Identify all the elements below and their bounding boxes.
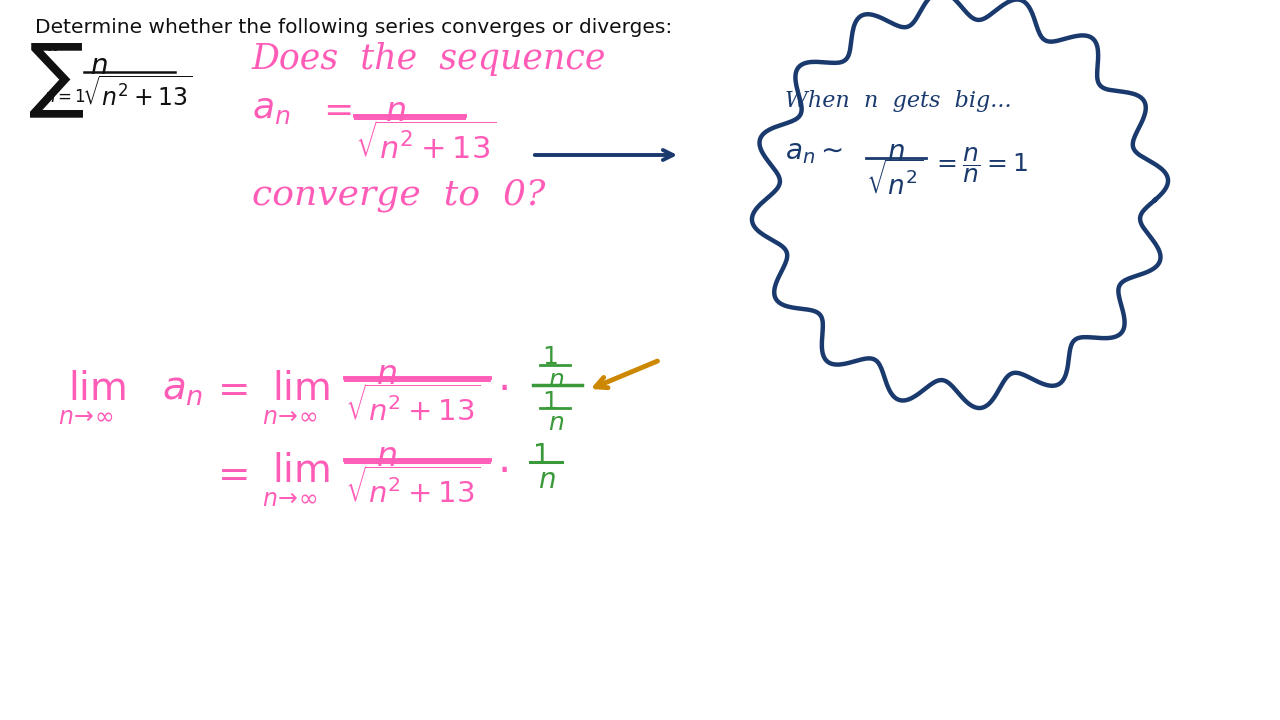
Text: $\sqrt{n^2+13}$: $\sqrt{n^2+13}$ xyxy=(355,122,497,165)
Text: $n$: $n$ xyxy=(375,358,397,391)
Text: $\lim$: $\lim$ xyxy=(273,452,330,490)
Text: $n\!\to\!\infty$: $n\!\to\!\infty$ xyxy=(262,487,317,511)
Text: $=\dfrac{n}{n}=1$: $=\dfrac{n}{n}=1$ xyxy=(932,145,1028,185)
Text: $n$: $n$ xyxy=(384,95,406,128)
Text: $\cdot$: $\cdot$ xyxy=(497,368,508,410)
Text: $\sum$: $\sum$ xyxy=(28,42,84,120)
Text: $1$: $1$ xyxy=(541,390,558,414)
Text: $\cdot$: $\cdot$ xyxy=(497,450,508,492)
Text: $n\!\to\!\infty$: $n\!\to\!\infty$ xyxy=(262,405,317,429)
Text: $a_n$: $a_n$ xyxy=(163,370,204,408)
Text: $\sqrt{n^2+13}$: $\sqrt{n^2+13}$ xyxy=(82,76,192,112)
Text: $n$: $n$ xyxy=(887,138,905,166)
Text: $=$: $=$ xyxy=(316,92,352,126)
Text: $n=1$: $n=1$ xyxy=(44,88,86,106)
Text: When  n  gets  big...: When n gets big... xyxy=(785,90,1011,112)
Text: $a_n \sim$: $a_n \sim$ xyxy=(785,138,842,166)
Text: $1$: $1$ xyxy=(532,442,549,470)
Text: $n$: $n$ xyxy=(538,466,556,494)
Text: $n$: $n$ xyxy=(548,368,564,392)
Text: $1$: $1$ xyxy=(541,345,558,369)
Text: converge  to  0?: converge to 0? xyxy=(252,178,545,212)
Text: $\sqrt{n^2+13}$: $\sqrt{n^2+13}$ xyxy=(346,385,480,427)
Text: $\sqrt{n^2+13}$: $\sqrt{n^2+13}$ xyxy=(346,467,480,509)
Text: $n\!\to\!\infty$: $n\!\to\!\infty$ xyxy=(58,405,114,429)
Text: $\sqrt{n^2}$: $\sqrt{n^2}$ xyxy=(867,162,924,201)
Text: Does  the  sequence: Does the sequence xyxy=(252,42,607,76)
Text: $\lim$: $\lim$ xyxy=(68,370,127,408)
Text: $\lim$: $\lim$ xyxy=(273,370,330,408)
Text: $=$: $=$ xyxy=(210,370,248,408)
Text: $n$: $n$ xyxy=(375,440,397,473)
Text: Determine whether the following series converges or diverges:: Determine whether the following series c… xyxy=(35,18,672,37)
Text: $n$: $n$ xyxy=(90,52,108,80)
Text: $=$: $=$ xyxy=(210,455,248,493)
Text: $\infty$: $\infty$ xyxy=(44,38,59,56)
Text: $n$: $n$ xyxy=(548,411,564,435)
Text: $a_n$: $a_n$ xyxy=(252,92,291,126)
